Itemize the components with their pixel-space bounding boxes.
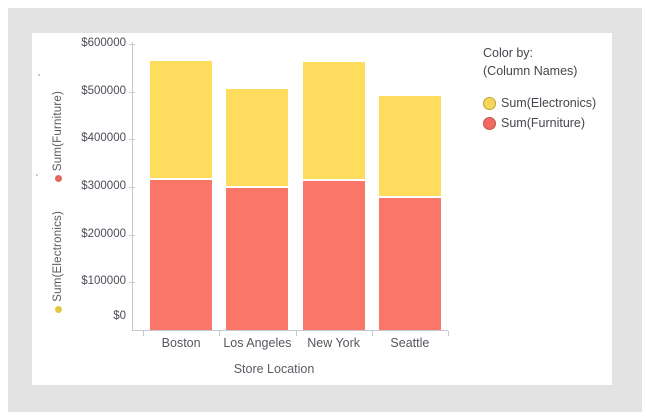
bar-electronics-boston[interactable] bbox=[150, 60, 213, 178]
y-tick-label: $300000 bbox=[81, 180, 126, 192]
bar-electronics-los-angeles[interactable] bbox=[226, 89, 289, 187]
axis-handle-dot bbox=[38, 74, 40, 76]
electronics-dot-icon bbox=[54, 305, 62, 313]
y-tick-mark bbox=[129, 234, 135, 236]
furniture-legend-circle-icon bbox=[483, 116, 496, 130]
x-category-label: Boston bbox=[161, 336, 201, 350]
y-tick-label: $600000 bbox=[81, 37, 126, 49]
y-tick-label: $200000 bbox=[81, 227, 126, 240]
x-category-label: New York bbox=[307, 336, 361, 350]
x-tick-mark bbox=[219, 331, 221, 336]
legend-item-furniture[interactable]: Sum(Furniture) bbox=[483, 113, 608, 133]
bar-furniture-seattle[interactable] bbox=[378, 197, 441, 330]
y-axis-measure-electronics-label: Sum(Electronics) bbox=[52, 211, 64, 302]
electronics-legend-circle-icon bbox=[483, 96, 496, 110]
y-axis-measure-electronics[interactable]: Sum(Electronics) bbox=[46, 211, 70, 313]
y-axis-measure-furniture[interactable]: Sum(Furniture) bbox=[46, 91, 70, 183]
y-tick-mark bbox=[129, 44, 135, 45]
y-axis-line bbox=[132, 42, 133, 330]
x-category-label: Seattle bbox=[390, 336, 430, 350]
chart-panel: Sum(Furniture) Sum(Electronics) $600000 $… bbox=[32, 33, 612, 385]
bar-furniture-boston[interactable] bbox=[150, 179, 213, 330]
bar-electronics-seattle[interactable] bbox=[378, 95, 441, 196]
furniture-dot-icon bbox=[54, 175, 62, 183]
bar-electronics-new-york[interactable] bbox=[302, 61, 365, 180]
legend-title-line1: Color by: bbox=[483, 46, 534, 60]
y-tick-label: $400000 bbox=[81, 132, 126, 145]
y-tick-label: $500000 bbox=[81, 84, 126, 97]
legend: Color by: (Column Names) Sum(Electronics… bbox=[483, 44, 608, 133]
x-axis-line bbox=[132, 330, 448, 331]
legend-item-label: Sum(Electronics) bbox=[501, 96, 597, 110]
y-tick-label: $0 bbox=[113, 310, 126, 322]
x-tick-mark bbox=[295, 331, 297, 336]
x-axis-title[interactable]: Store Location bbox=[233, 362, 315, 376]
axis-handle-dot bbox=[36, 174, 38, 176]
app-background: Sum(Furniture) Sum(Electronics) $600000 $… bbox=[8, 8, 642, 412]
y-tick-mark bbox=[129, 187, 135, 188]
y-axis-measure-furniture-label: Sum(Furniture) bbox=[52, 91, 64, 172]
x-tick-mark bbox=[143, 331, 144, 336]
legend-title-line2: (Column Names) bbox=[483, 64, 578, 78]
legend-item-label: Sum(Furniture) bbox=[501, 116, 586, 130]
bar-furniture-los-angeles[interactable] bbox=[226, 188, 289, 330]
x-tick-mark bbox=[448, 331, 449, 336]
x-category-label: Los Angeles bbox=[223, 336, 292, 350]
y-tick-mark bbox=[129, 91, 135, 93]
y-tick-mark bbox=[129, 282, 135, 284]
legend-item-electronics[interactable]: Sum(Electronics) bbox=[483, 93, 608, 113]
y-tick-label: $100000 bbox=[81, 275, 126, 288]
bar-furniture-new-york[interactable] bbox=[302, 181, 365, 330]
y-tick-mark bbox=[129, 139, 135, 141]
x-tick-mark bbox=[371, 331, 373, 336]
legend-items: Sum(Electronics) Sum(Furniture) bbox=[483, 93, 608, 133]
